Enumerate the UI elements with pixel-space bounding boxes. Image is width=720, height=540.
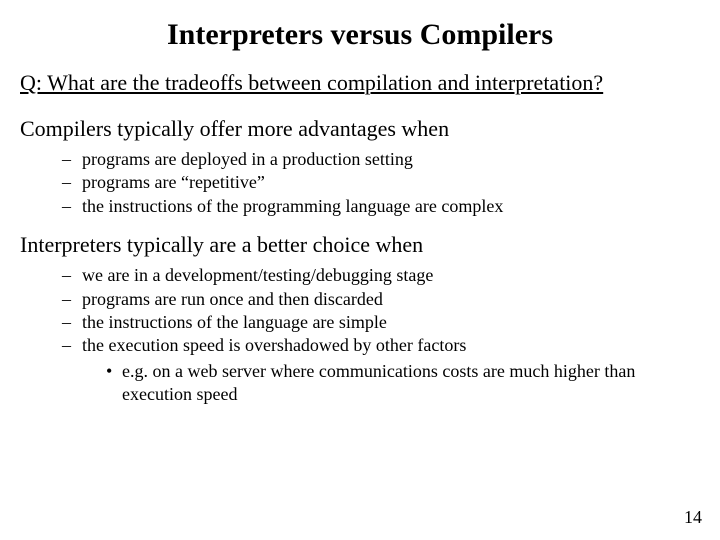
interpreters-lead: Interpreters typically are a better choi… — [20, 232, 700, 258]
compilers-lead: Compilers typically offer more advantage… — [20, 116, 700, 142]
interpreters-list: we are in a development/testing/debuggin… — [20, 264, 700, 406]
list-item: programs are deployed in a production se… — [68, 148, 700, 171]
slide-title: Interpreters versus Compilers — [20, 18, 700, 52]
list-item: the execution speed is overshadowed by o… — [68, 334, 700, 406]
question-text: Q: What are the tradeoffs between compil… — [20, 70, 700, 96]
page-number: 14 — [684, 507, 702, 528]
slide: Interpreters versus Compilers Q: What ar… — [0, 0, 720, 540]
list-item: we are in a development/testing/debuggin… — [68, 264, 700, 287]
list-item: programs are “repetitive” — [68, 171, 700, 194]
sub-list: e.g. on a web server where communication… — [82, 360, 700, 407]
compilers-list: programs are deployed in a production se… — [20, 148, 700, 218]
list-item: programs are run once and then discarded — [68, 288, 700, 311]
list-item-text: the execution speed is overshadowed by o… — [82, 335, 466, 355]
list-item: the instructions of the programming lang… — [68, 195, 700, 218]
list-item: the instructions of the language are sim… — [68, 311, 700, 334]
sub-list-item: e.g. on a web server where communication… — [110, 360, 700, 407]
